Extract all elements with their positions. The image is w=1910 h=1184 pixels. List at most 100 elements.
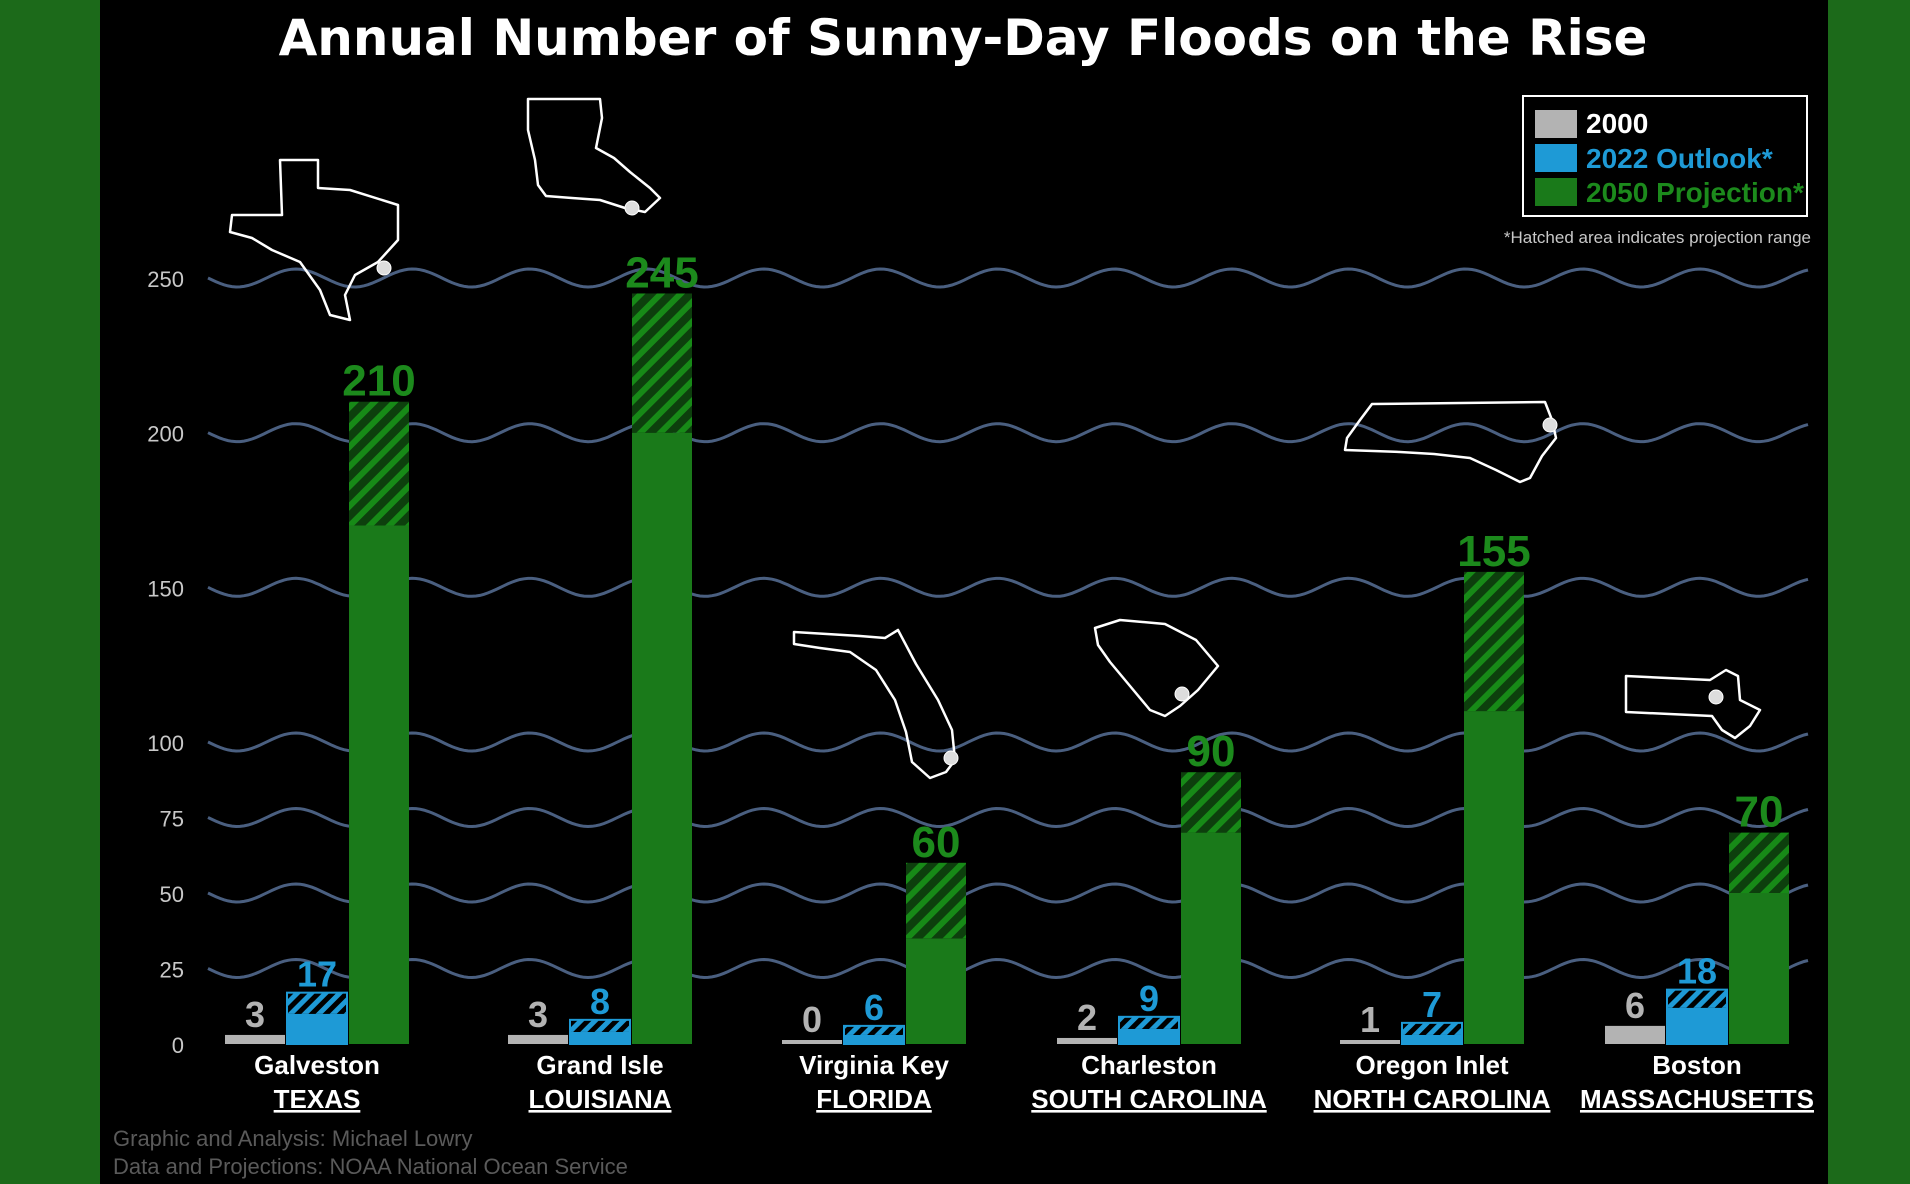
bar-2022-solid [570,1031,630,1044]
bar-2000 [1605,1025,1665,1044]
legend-label-2050: 2050 Projection* [1586,177,1804,208]
bar-2000 [225,1034,285,1044]
grid-line [207,267,1809,289]
florida-map-icon [792,628,959,780]
bar-2022-solid [844,1034,904,1044]
bar-value-label: 0 [802,999,822,1040]
bar-2000 [1057,1037,1117,1044]
bar-value-label: 18 [1677,951,1717,992]
bar-value-label: 210 [342,357,415,406]
grid-line [207,422,1809,444]
x-category-state: SOUTH CAROLINA [1031,1084,1267,1114]
bar-2022-range [1402,1022,1462,1035]
wave-grid [207,267,1809,980]
state-maps [228,97,1762,780]
x-axis: Galveston TEXAS Grand Isle LOUISIANA Virgini… [254,1050,1814,1114]
bar-2022-outline [843,1024,905,1046]
bar-2022-range [844,1025,904,1035]
bar-value-label: 155 [1457,527,1530,576]
bar-2050-range [1729,832,1789,893]
x-category-city: Boston [1652,1050,1742,1080]
bar-2022-range [570,1019,630,1032]
credit-analysis: Graphic and Analysis: Michael Lowry [113,1126,473,1151]
bar-value-label: 2 [1077,997,1097,1038]
y-tick-label: 250 [147,267,184,292]
bar-2050-solid [1729,893,1789,1044]
legend-box [1522,95,1808,217]
grid-line [207,731,1809,753]
bar-2022-solid [1402,1034,1462,1044]
bar-value-label: 8 [590,981,610,1022]
bar-value-label: 6 [1625,985,1645,1026]
bar-2022-outline [569,1018,631,1046]
y-tick-label: 200 [147,422,184,447]
bar-2022-outline [1118,1015,1180,1046]
x-category-city: Grand Isle [536,1050,663,1080]
legend-swatch-2000 [1535,110,1577,138]
legend-swatch-2022 [1535,144,1577,172]
y-tick-label: 50 [160,882,184,907]
x-category-city: Virginia Key [799,1050,949,1080]
y-tick-label: 75 [160,807,184,832]
bar-2000 [1340,1040,1400,1044]
bar-value-label: 60 [912,818,961,867]
louisiana-map-icon [526,97,662,216]
x-category-state: TEXAS [274,1084,361,1114]
x-category-state: NORTH CAROLINA [1314,1084,1551,1114]
y-tick-label: 0 [172,1033,184,1058]
bar-2022-solid [1667,1007,1727,1044]
legend-note: *Hatched area indicates projection range [1504,228,1811,247]
chart-title: Annual Number of Sunny-Day Floods on the… [279,9,1648,67]
x-category-city: Galveston [254,1050,380,1080]
north-carolina-map-icon [1343,400,1558,484]
bar-value-label: 9 [1139,978,1159,1019]
y-axis: 0 25 50 75 100 150 200 250 [147,267,184,1058]
bar-2050-solid [906,938,966,1044]
bar-value-label: 3 [245,994,265,1035]
x-category-state: MASSACHUSETTS [1580,1084,1814,1114]
bar-value-label: 3 [528,994,548,1035]
legend: 2000 2022 Outlook* 2050 Projection* [1522,95,1808,217]
grid-line [207,882,1809,904]
bar-2050-range [349,401,409,526]
bar-2000 [508,1034,568,1044]
y-tick-label: 150 [147,576,184,601]
grid-line [207,806,1809,829]
credit-data: Data and Projections: NOAA National Ocea… [113,1154,628,1179]
legend-label-2022: 2022 Outlook* [1586,143,1773,174]
bar-value-label: 245 [625,248,698,297]
bar-2050-solid [349,525,409,1044]
bar-value-label: 6 [864,987,884,1028]
grid-line [207,576,1809,598]
x-category-state: FLORIDA [816,1084,932,1114]
y-tick-label: 100 [147,731,184,756]
bar-2022-range [287,992,347,1014]
bar-2000 [782,1040,842,1044]
bar-2050-range [1181,772,1241,833]
south-carolina-map-icon [1093,618,1220,718]
bar-2022-outline [1401,1021,1463,1045]
bar-2022-outline [286,991,348,1045]
legend-label-2000: 2000 [1586,108,1648,139]
bar-value-label: 17 [297,954,337,995]
y-tick-label: 25 [160,958,184,983]
bar-2022-solid [287,1013,347,1044]
texas-map-icon [228,158,400,322]
bar-2050-solid [1464,711,1524,1044]
grid-line [207,957,1809,980]
x-category-city: Charleston [1081,1050,1217,1080]
bar-2050-range [1464,571,1524,712]
bar-value-label: 90 [1187,727,1236,776]
bar-2050-range [906,862,966,939]
bar-2022-outline [1666,988,1728,1046]
bar-2050-solid [1181,832,1241,1044]
bar-2022-range [1667,989,1727,1008]
bar-2022-solid [1119,1028,1179,1044]
bar-2022-range [1119,1016,1179,1029]
x-category-city: Oregon Inlet [1355,1050,1508,1080]
bar-2050-range [632,293,692,433]
bar-2050-solid [632,432,692,1045]
massachusetts-map-icon [1624,668,1762,740]
